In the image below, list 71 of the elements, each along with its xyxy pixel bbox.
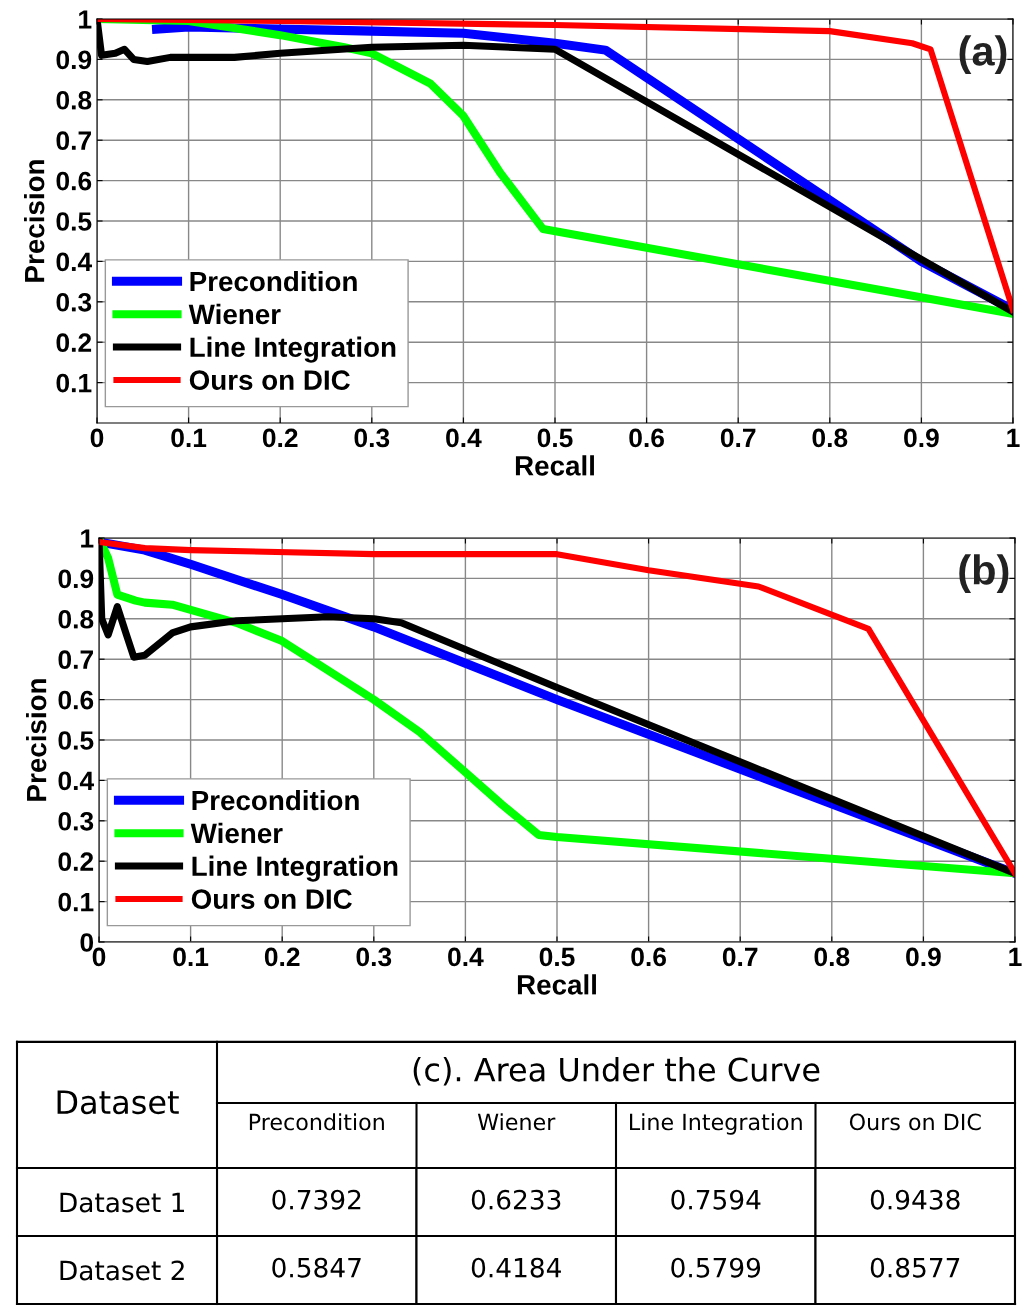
y-tick-label: 0.3 bbox=[56, 292, 92, 312]
y-tick-label: 0.8 bbox=[56, 90, 92, 110]
x-tick-label: 0.8 bbox=[814, 947, 850, 967]
y-tick-label: 0.1 bbox=[56, 373, 92, 393]
annotation: (b) bbox=[959, 554, 1009, 593]
legend-label: Wiener bbox=[188, 303, 281, 325]
x-tick-label: 0.2 bbox=[262, 428, 298, 448]
x-tick-label: 1 bbox=[1007, 428, 1020, 447]
y-tick-label: 0.6 bbox=[58, 690, 94, 710]
x-tick-label: 0.7 bbox=[720, 428, 756, 448]
legend-label: Precondition bbox=[192, 789, 359, 811]
y-tick-label: 1 bbox=[79, 10, 92, 29]
y-axis-title: Precision bbox=[24, 160, 45, 282]
y-tick-label: 0.5 bbox=[58, 731, 94, 750]
x-tick-label: 0.9 bbox=[906, 947, 941, 967]
y-tick-label: 0.8 bbox=[58, 609, 94, 629]
y-tick-label: 0.7 bbox=[56, 131, 91, 151]
legend-label: Line Integration bbox=[190, 336, 396, 363]
chart-title: (c). Area Under the Curve bbox=[413, 1056, 820, 1086]
x-tick-label: 0.1 bbox=[171, 428, 207, 448]
x-tick-label: 0.3 bbox=[356, 947, 392, 967]
y-tick-label: 0.9 bbox=[58, 569, 94, 589]
y-tick-label: 0.2 bbox=[58, 852, 94, 872]
y-tick-label: 0.2 bbox=[56, 333, 92, 353]
legend-label: Precondition bbox=[190, 270, 357, 292]
x-tick-label: Line Integration bbox=[630, 1113, 802, 1135]
data-label: 0.7594 bbox=[671, 1189, 761, 1210]
y-tick-label: 0.7 bbox=[58, 650, 93, 670]
data-label: 0.5799 bbox=[671, 1257, 761, 1278]
x-tick-label: 0.8 bbox=[812, 428, 848, 448]
legend-label: Line Integration bbox=[192, 855, 398, 882]
x-tick-label: 0.9 bbox=[904, 428, 939, 448]
y-tick-label: 0.3 bbox=[58, 811, 94, 831]
x-tick-label: Ours on DIC bbox=[849, 1113, 981, 1131]
data-label: 0.8577 bbox=[870, 1257, 960, 1278]
data-label: 0.6233 bbox=[471, 1189, 561, 1210]
x-tick-label: 0.1 bbox=[173, 947, 209, 967]
y-tick-label: 0 bbox=[80, 933, 94, 952]
x-tick-label: 0.2 bbox=[264, 947, 300, 967]
y-tick-label: 0.5 bbox=[56, 212, 92, 231]
y-axis-title: Precision bbox=[26, 679, 47, 801]
y-tick-label: Dataset 1 bbox=[60, 1192, 185, 1213]
legend-label: Ours on DIC bbox=[191, 889, 352, 909]
y-tick-label: 0.6 bbox=[56, 171, 92, 191]
y-tick-label: 0.4 bbox=[56, 252, 92, 272]
y-tick-label: 0.1 bbox=[58, 892, 94, 912]
x-tick-label: 0.7 bbox=[722, 947, 758, 967]
y-tick-label: 0.9 bbox=[56, 50, 92, 70]
data-label: 0.4184 bbox=[471, 1257, 561, 1278]
x-axis-title: Recall bbox=[517, 974, 596, 995]
x-tick-label: 0.6 bbox=[629, 428, 664, 448]
y-tick-label: 1 bbox=[81, 529, 94, 548]
y-tick-label: Dataset 2 bbox=[60, 1260, 184, 1281]
y-tick-label: 0.4 bbox=[58, 771, 94, 791]
x-tick-label: 1 bbox=[1009, 947, 1022, 966]
x-tick-label: Precondition bbox=[249, 1113, 384, 1131]
y-axis-title: Dataset bbox=[57, 1090, 179, 1115]
data-label: 0.5847 bbox=[272, 1257, 361, 1278]
annotation: (a) bbox=[959, 35, 1007, 74]
x-tick-label: 0.5 bbox=[537, 428, 573, 448]
data-label: 0.7392 bbox=[272, 1189, 361, 1210]
legend-label: Ours on DIC bbox=[189, 370, 350, 390]
x-tick-label: 0.3 bbox=[354, 428, 390, 448]
x-tick-label: 0.6 bbox=[631, 947, 666, 967]
x-tick-label: 0.5 bbox=[539, 947, 575, 967]
x-axis-title: Recall bbox=[515, 455, 594, 476]
x-tick-label: Wiener bbox=[477, 1113, 556, 1131]
x-tick-label: 0.4 bbox=[448, 947, 484, 967]
x-tick-label: 0.4 bbox=[446, 428, 482, 448]
legend-label: Wiener bbox=[190, 822, 283, 844]
data-label: 0.9438 bbox=[870, 1189, 960, 1210]
